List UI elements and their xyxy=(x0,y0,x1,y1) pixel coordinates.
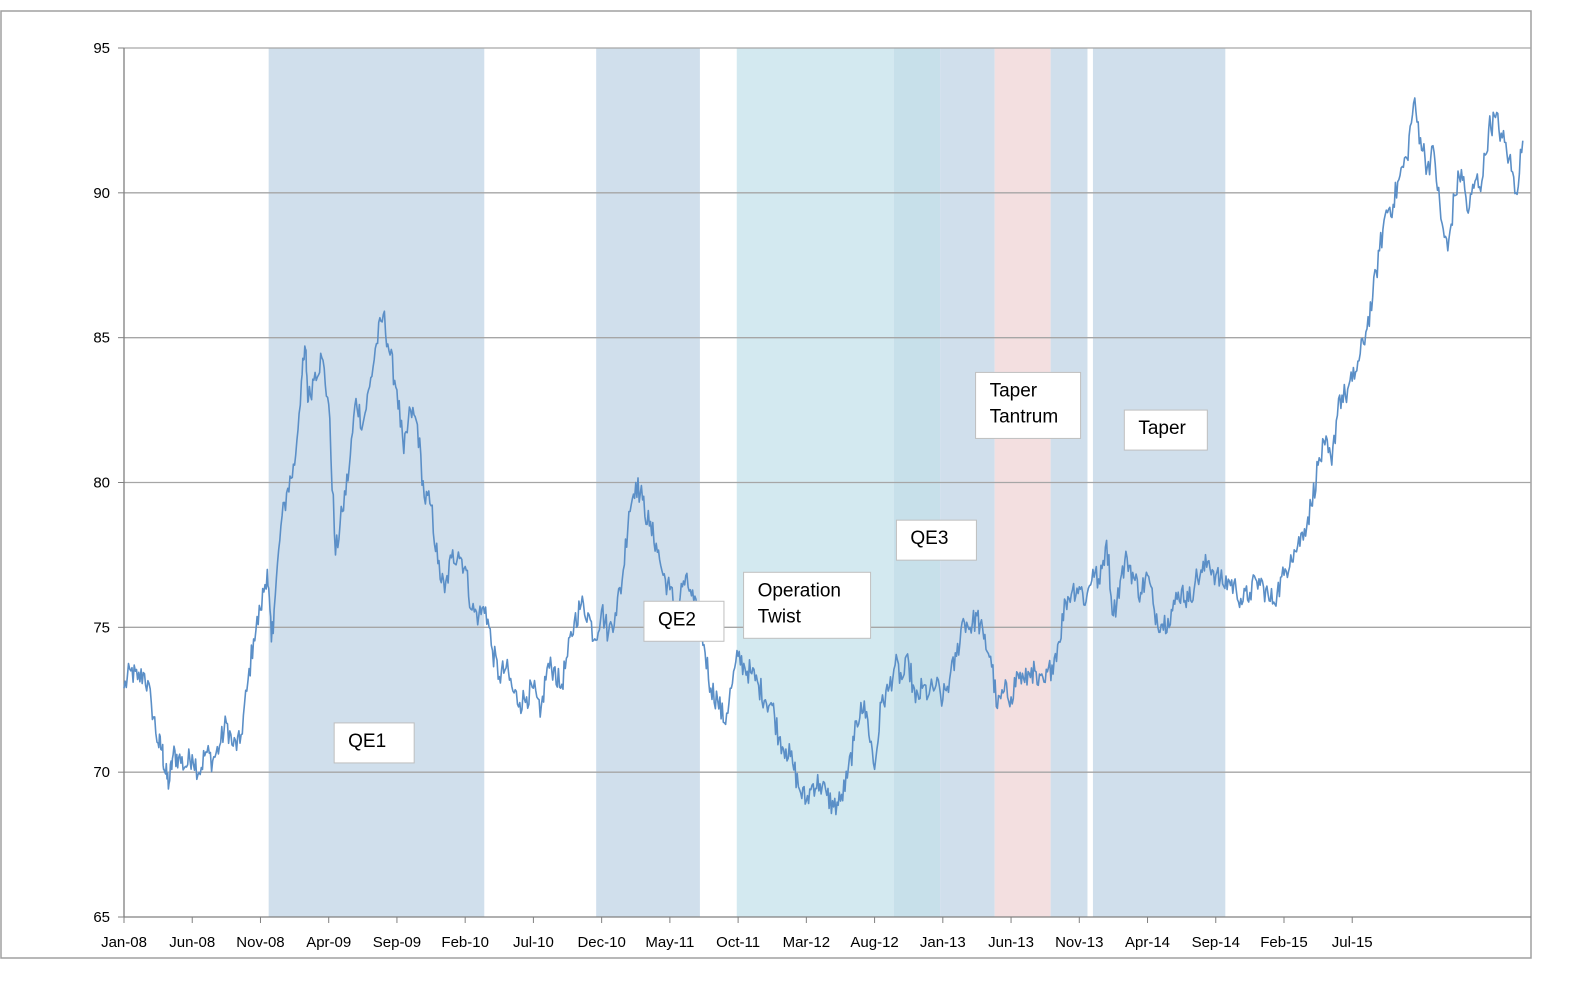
annotation-box xyxy=(895,519,977,561)
annotation-box xyxy=(743,571,872,639)
x-tick-label: Aug-12 xyxy=(850,934,898,951)
annotation-text: Twist xyxy=(758,606,802,627)
y-tick-label: 90 xyxy=(93,185,110,202)
y-tick-label: 95 xyxy=(93,40,110,57)
x-tick-label: Dec-10 xyxy=(577,934,625,951)
y-tick-label: 70 xyxy=(93,764,110,781)
annotation-taper-tantrum: Taper Tantrum xyxy=(975,371,1082,439)
x-tick-label: Apr-09 xyxy=(306,934,351,951)
y-tick-label: 85 xyxy=(93,330,110,347)
x-tick-label: Feb-15 xyxy=(1260,934,1308,951)
annotation-text: Taper xyxy=(990,380,1038,401)
x-tick-label: Mar-12 xyxy=(783,934,831,951)
x-tick-label: Sep-09 xyxy=(373,934,421,951)
x-tick-label: Jun-13 xyxy=(988,934,1034,951)
annotation-box xyxy=(333,722,415,764)
annotation-operation-twist: Operation Twist xyxy=(743,571,872,639)
x-tick-label: Nov-13 xyxy=(1055,934,1103,951)
x-tick-label: Oct-11 xyxy=(716,934,760,951)
annotation-qe1: QE1 xyxy=(333,722,415,764)
annotation-text: Taper xyxy=(1138,418,1186,439)
annotation-qe3: QE3 xyxy=(895,519,977,561)
annotation-text: Tantrum xyxy=(990,406,1059,427)
x-tick-label: Nov-08 xyxy=(236,934,284,951)
annotation-layer: QE1 QE2 Operation Twist QE3 Taper Tantrum Taper xyxy=(333,371,1208,764)
annotation-text: QE2 xyxy=(658,609,696,630)
axis-layer: 65 70 75 80 85 90 95 Jan-08 Jun-08 Nov-08 Apr-09 Se… xyxy=(93,40,1531,951)
line-layer xyxy=(123,97,1524,816)
annotation-taper: Taper xyxy=(1123,409,1208,451)
y-tick-label: 80 xyxy=(93,475,110,492)
x-tick-label: Apr-14 xyxy=(1125,934,1170,951)
annotation-box xyxy=(975,371,1082,439)
x-tick-label: Sep-14 xyxy=(1192,934,1240,951)
x-tick-label: Jul-15 xyxy=(1332,934,1373,951)
annotation-text: Operation xyxy=(758,580,841,601)
x-tick-label: May-11 xyxy=(645,934,694,951)
x-tick-label: Jul-10 xyxy=(513,934,554,951)
series-line-index xyxy=(123,97,1524,816)
x-tick-label: Jan-08 xyxy=(101,934,147,951)
annotation-box xyxy=(1123,409,1208,451)
annotation-text: QE3 xyxy=(910,528,948,549)
y-tick-label: 65 xyxy=(93,909,110,926)
annotation-text: QE1 xyxy=(348,731,386,752)
grid-layer xyxy=(124,47,1531,773)
annotation-box xyxy=(643,600,725,642)
x-tick-label: Jun-08 xyxy=(169,934,215,951)
y-tick-label: 75 xyxy=(93,619,110,636)
x-tick-label: Feb-10 xyxy=(441,934,489,951)
annotation-qe2: QE2 xyxy=(643,600,725,642)
x-tick-label: Jan-13 xyxy=(920,934,966,951)
